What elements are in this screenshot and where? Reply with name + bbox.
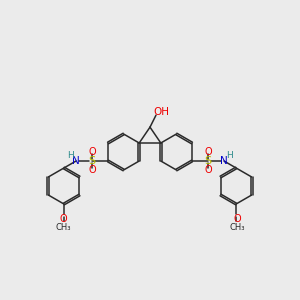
Text: O: O: [59, 214, 67, 224]
Text: H: H: [226, 152, 233, 160]
Text: S: S: [204, 156, 211, 166]
Text: O: O: [233, 214, 241, 224]
Text: CH₃: CH₃: [230, 224, 245, 232]
Text: N: N: [220, 156, 228, 166]
Text: O: O: [204, 165, 212, 175]
Text: O: O: [88, 147, 96, 157]
Text: H: H: [67, 152, 73, 160]
Text: OH: OH: [153, 107, 169, 117]
Text: O: O: [204, 147, 212, 157]
Text: O: O: [88, 165, 96, 175]
Text: S: S: [88, 156, 96, 166]
Text: CH₃: CH₃: [55, 224, 70, 232]
Text: N: N: [72, 156, 80, 166]
